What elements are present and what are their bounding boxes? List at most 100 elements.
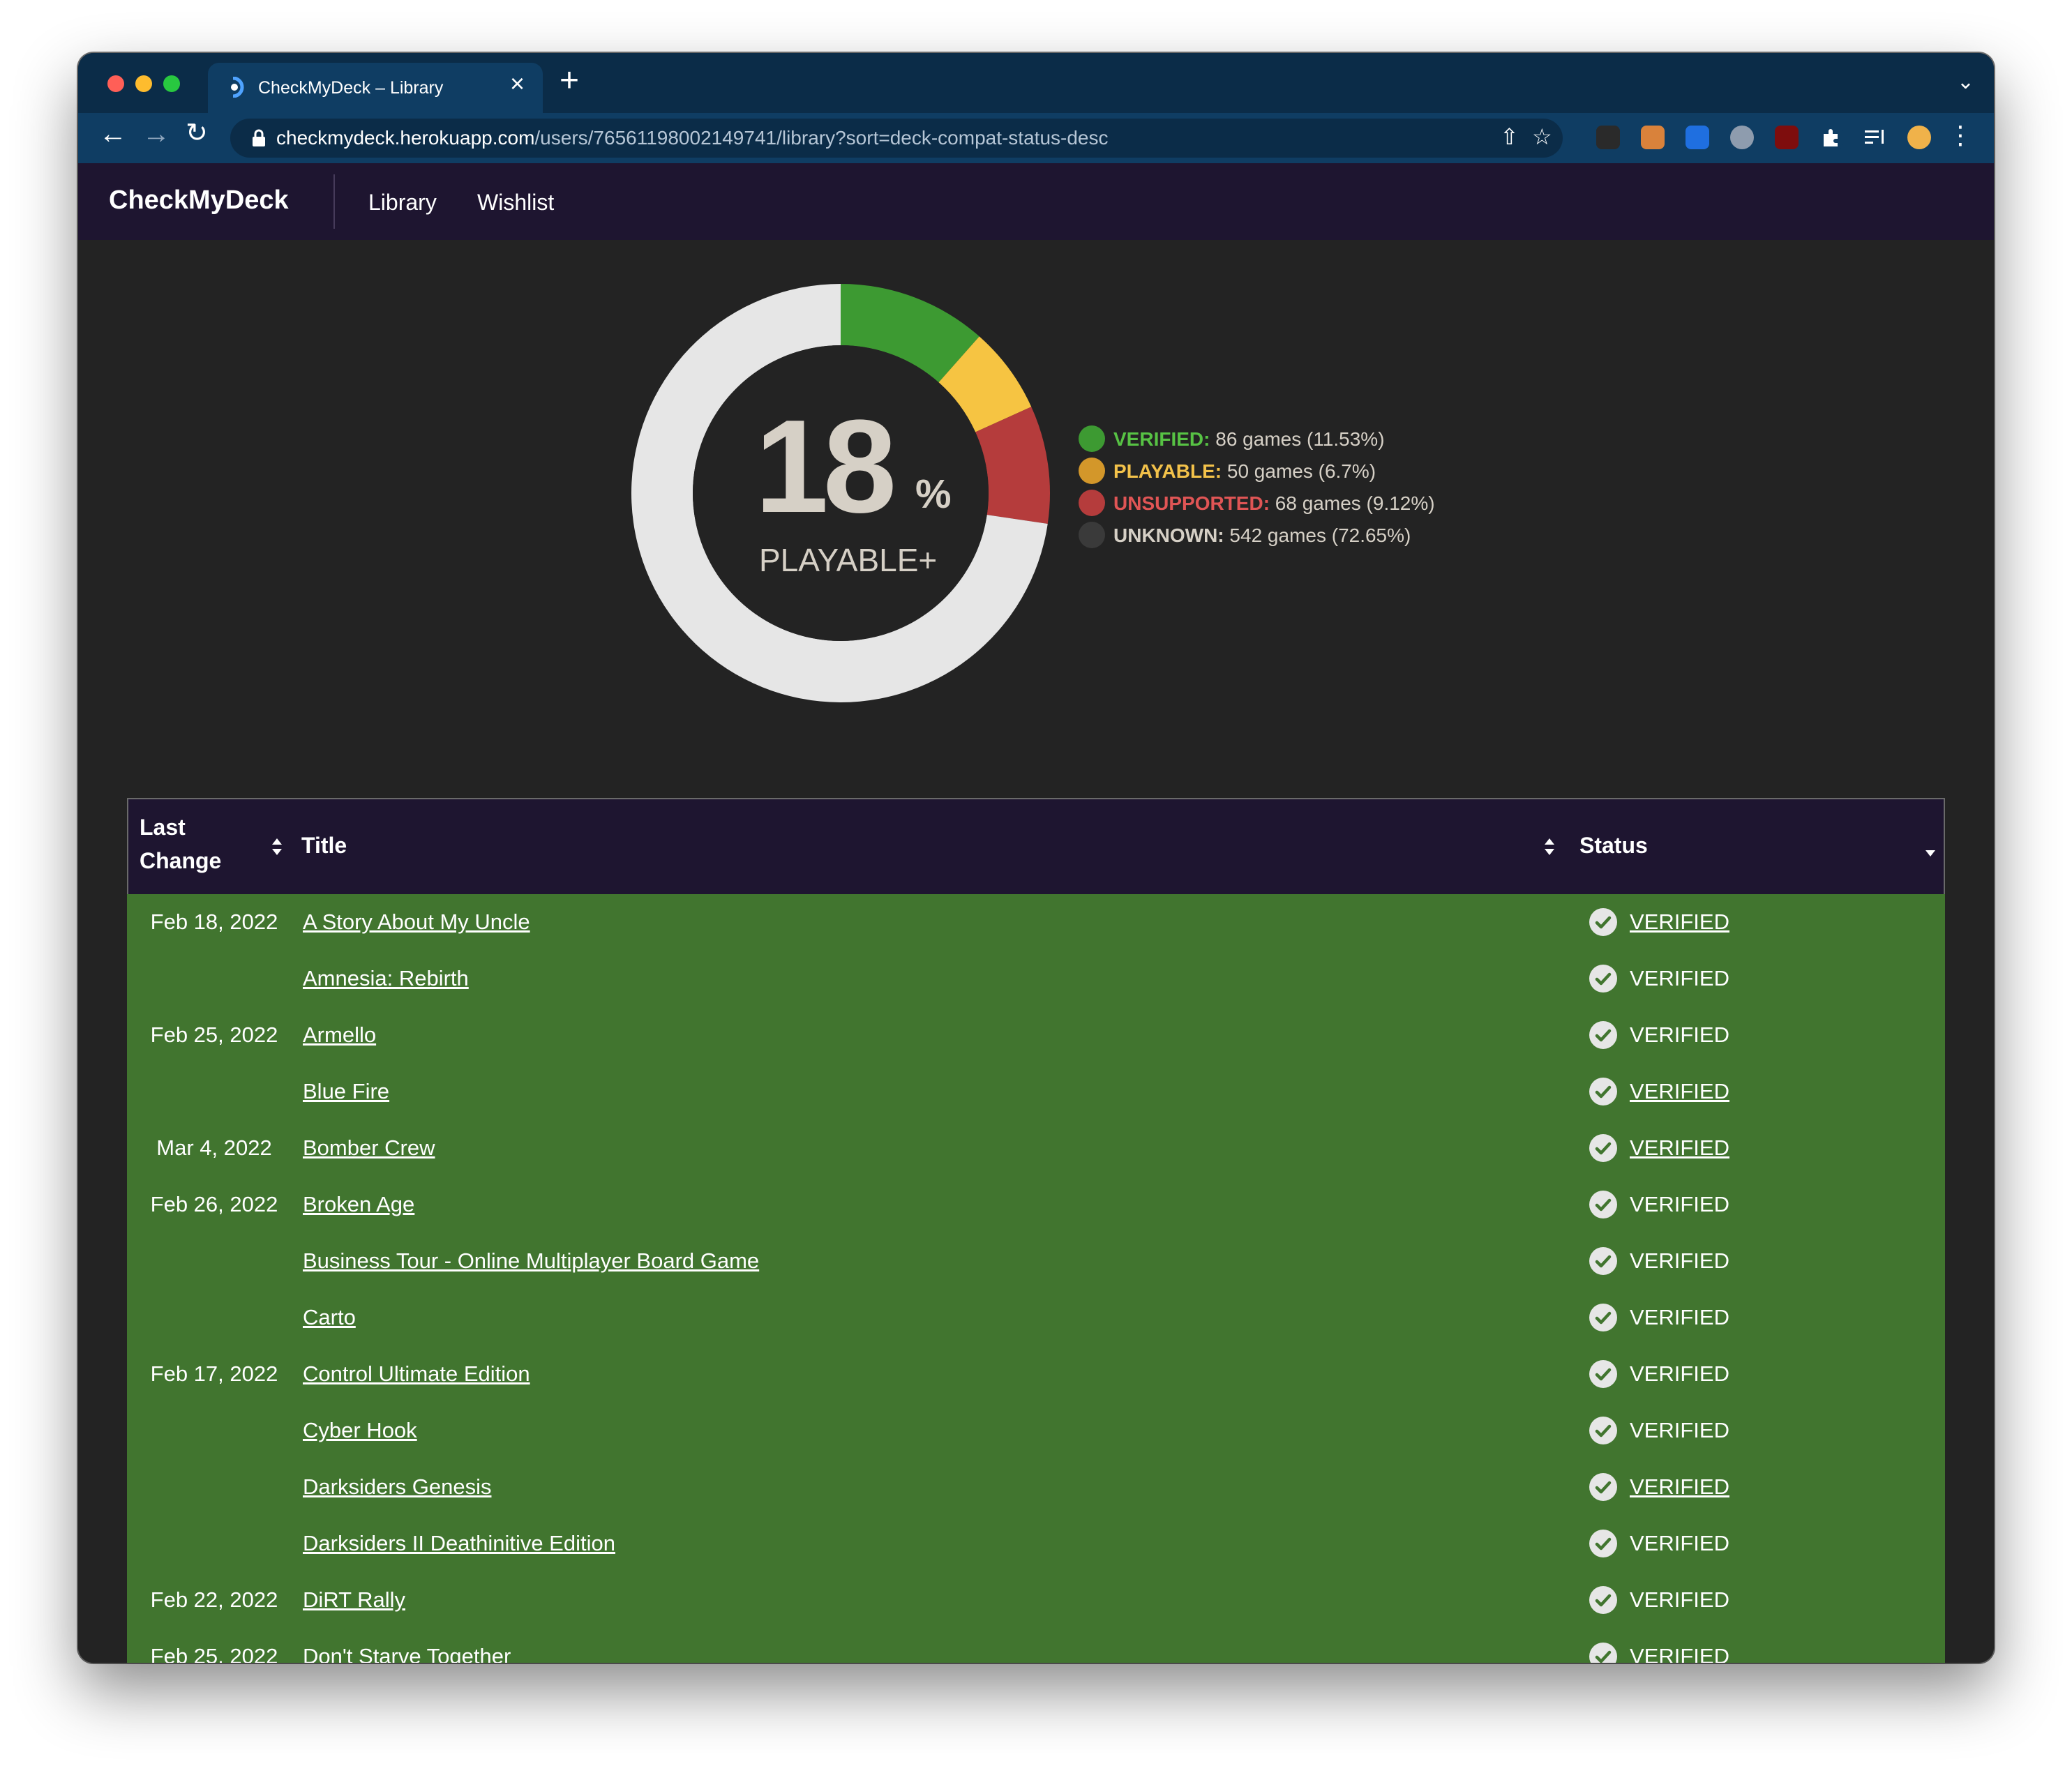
game-title-link[interactable]: A Story About My Uncle [303,910,530,934]
status-text: VERIFIED [1630,1248,1729,1273]
extension-avatar-icon[interactable] [1641,126,1665,149]
table-row: Amnesia: Rebirth VERIFIED [127,951,1945,1008]
game-title-link[interactable]: Broken Age [303,1192,415,1216]
status-text[interactable]: VERIFIED [1630,1474,1729,1499]
extension-glasses-icon[interactable] [1596,126,1620,149]
legend-value: 542 games (72.65%) [1229,524,1411,546]
table-row: Blue Fire VERIFIED [127,1064,1945,1121]
legend-text: PLAYABLE: 50 games (6.7%) [1113,460,1376,483]
game-title-link[interactable]: Business Tour - Online Multiplayer Board… [303,1248,760,1273]
extensions-puzzle-icon[interactable] [1819,126,1843,149]
extension-shield-icon[interactable] [1686,126,1709,149]
minimize-window-button[interactable] [135,75,152,92]
header-last-change[interactable]: Last Change [140,810,221,877]
status-text[interactable]: VERIFIED [1630,910,1729,934]
legend-dot-icon [1079,490,1105,516]
verified-check-icon [1589,1078,1617,1105]
table-row: Feb 25, 2022 Armello VERIFIED [127,1007,1945,1064]
reload-icon[interactable]: ↻ [186,119,208,148]
header-status[interactable]: Status [1579,833,1648,858]
game-title-link[interactable]: Bomber Crew [303,1135,435,1160]
table-row: Business Tour - Online Multiplayer Board… [127,1233,1945,1290]
sort-status-desc-icon[interactable] [1924,843,1937,862]
game-title-link[interactable]: Darksiders II Deathinitive Edition [303,1531,615,1555]
table-row: Feb 18, 2022 A Story About My Uncle VERIFI… [127,894,1945,951]
verified-check-icon [1589,1360,1617,1388]
verified-check-icon [1589,1134,1617,1162]
table-row: Feb 25, 2022 Don't Starve Together VERIFIE… [127,1629,1945,1663]
legend-text: UNSUPPORTED: 68 games (9.12%) [1113,492,1435,515]
status-text: VERIFIED [1630,1361,1729,1386]
tab-checkmydeck[interactable]: CheckMyDeck – Library × [208,63,543,113]
legend-dot-icon [1079,425,1105,452]
status-text: VERIFIED [1630,966,1729,990]
donut-hole [693,345,989,641]
close-tab-icon[interactable]: × [509,69,525,98]
cell-last-change: Feb 26, 2022 [150,1192,278,1216]
share-icon[interactable]: ⇧ [1500,124,1519,149]
tab-search-chevron-icon[interactable]: ⌄ [1956,70,1974,93]
donut-slice-playable [938,336,1032,432]
forward-icon[interactable]: → [142,119,170,149]
cell-last-change: Feb 25, 2022 [150,1644,278,1663]
status-text[interactable]: VERIFIED [1630,1644,1729,1663]
reading-list-icon[interactable] [1863,126,1886,149]
playable-label: PLAYABLE+ [759,542,938,578]
library-table: Last Change Title Status Feb 18, 2022 A St… [127,798,1945,1663]
donut-slice-unknown [631,284,1048,702]
sort-title-icon[interactable] [1543,837,1556,856]
status-text: VERIFIED [1630,1587,1729,1612]
header-last-change-line2: Change [140,848,222,873]
status-text[interactable]: VERIFIED [1630,1135,1729,1160]
ublock-icon[interactable] [1775,126,1799,149]
status-text[interactable]: VERIFIED [1630,1079,1729,1103]
game-title-link[interactable]: Blue Fire [303,1079,390,1103]
table-row: Feb 22, 2022 DiRT Rally VERIFIED [127,1572,1945,1629]
steam-deck-favicon-icon [231,77,244,98]
legend-key: VERIFIED: [1113,428,1210,450]
cell-last-change: Mar 4, 2022 [156,1135,272,1160]
nav-link-wishlist[interactable]: Wishlist [477,190,555,215]
browser-menu-icon[interactable]: ⋮ [1948,121,1973,149]
game-title-link[interactable]: Cyber Hook [303,1418,417,1442]
table-row: Cyber Hook VERIFIED [127,1403,1945,1460]
game-title-link[interactable]: Don't Starve Together [303,1644,511,1663]
new-tab-button[interactable]: + [560,62,580,99]
status-text: VERIFIED [1630,1192,1729,1216]
legend-key: UNSUPPORTED: [1113,492,1270,514]
table-row: Feb 26, 2022 Broken Age VERIFIED [127,1177,1945,1234]
back-icon[interactable]: ← [99,119,127,149]
url-path: /users/76561198002149741/library?sort=de… [534,127,1109,149]
url-host: checkmydeck.herokuapp.com [276,127,535,149]
game-title-link[interactable]: Darksiders Genesis [303,1474,492,1499]
lock-icon [253,129,265,146]
address-bar[interactable]: checkmydeck.herokuapp.com/users/76561198… [230,119,1563,158]
donut-slice-verified [841,284,979,383]
nav-link-library[interactable]: Library [368,190,437,215]
brand-logo[interactable]: CheckMyDeck [109,186,289,215]
tab-title: CheckMyDeck – Library [258,78,444,98]
profile-avatar-icon[interactable] [1907,126,1931,149]
verified-check-icon [1589,1586,1617,1614]
bookmark-star-icon[interactable]: ☆ [1532,124,1552,149]
header-title[interactable]: Title [301,833,347,858]
url-text: checkmydeck.herokuapp.com/users/76561198… [276,127,1108,149]
status-text: VERIFIED [1630,1305,1729,1329]
zoom-window-button[interactable] [163,75,180,92]
game-title-link[interactable]: Armello [303,1022,377,1047]
cell-last-change: Feb 22, 2022 [150,1587,278,1612]
compatibility-donut-chart [631,284,1050,702]
game-title-link[interactable]: DiRT Rally [303,1587,405,1612]
game-title-link[interactable]: Amnesia: Rebirth [303,966,469,990]
extension-compass-icon[interactable] [1730,126,1754,149]
game-title-link[interactable]: Control Ultimate Edition [303,1361,530,1386]
status-text: VERIFIED [1630,1022,1729,1047]
app-navbar: CheckMyDeck Library Wishlist [78,163,1994,240]
legend-dot-icon [1079,458,1105,484]
close-window-button[interactable] [107,75,124,92]
verified-check-icon [1589,1530,1617,1557]
main-content: 18 % PLAYABLE+ VERIFIED: 86 games (11.53… [78,240,1994,1663]
sort-last-change-icon[interactable] [271,837,283,856]
verified-check-icon [1589,1473,1617,1501]
game-title-link[interactable]: Carto [303,1305,356,1329]
